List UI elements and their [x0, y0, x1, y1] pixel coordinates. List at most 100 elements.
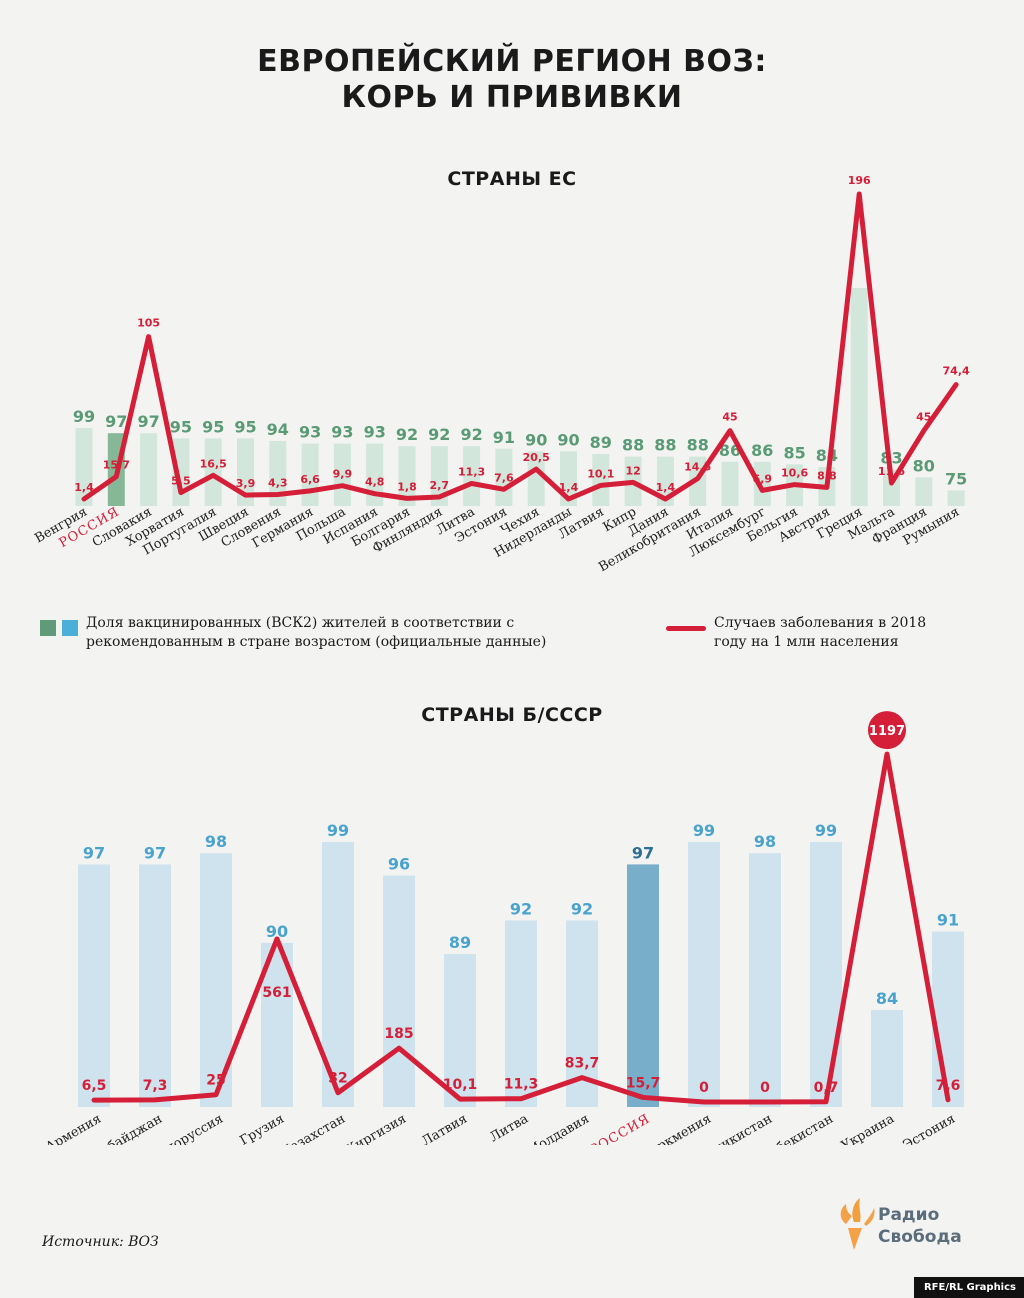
- eu-bar: [527, 451, 545, 506]
- eu-cases-label: 105: [137, 317, 160, 330]
- ussr-cases-label: 10,1: [443, 1077, 478, 1093]
- eu-bar: [592, 454, 610, 506]
- ussr-bar: [749, 853, 781, 1107]
- eu-bar-value-label: 95: [234, 417, 256, 436]
- legend-swatch-russia: [40, 620, 56, 636]
- ussr-bar-value-label: 97: [83, 843, 105, 862]
- eu-bar-value-label: 89: [590, 433, 612, 452]
- eu-bar-value-label: 88: [687, 436, 709, 455]
- eu-cases-label: 8,8: [817, 469, 837, 482]
- eu-bar-value-label: 97: [137, 412, 159, 431]
- eu-bar-value-label: 88: [622, 436, 644, 455]
- eu-cases-label: 1,4: [656, 481, 676, 494]
- eu-cases-label: 3,9: [236, 477, 256, 490]
- legend-line-swatch: [666, 626, 706, 631]
- ussr-category-label: Казахстан: [279, 1111, 348, 1145]
- legend-swatch-bars: [62, 620, 78, 636]
- eu-bar: [947, 490, 965, 506]
- eu-bar-value-label: 84: [816, 446, 838, 465]
- eu-cases-label: 5,5: [171, 475, 191, 488]
- title-line-1: ЕВРОПЕЙСКИЙ РЕГИОН ВОЗ:: [257, 44, 767, 79]
- eu-bar: [204, 438, 222, 506]
- ussr-bar-value-label: 98: [205, 832, 227, 851]
- ussr-bar-value-label: 97: [144, 843, 166, 862]
- ussr-bar: [78, 864, 110, 1107]
- eu-cases-label: 45: [722, 411, 737, 424]
- eu-cases-label: 15,7: [103, 459, 130, 472]
- eu-cases-label: 1,4: [74, 481, 94, 494]
- eu-bar-value-label: 92: [460, 425, 482, 444]
- eu-bar-value-label: 75: [945, 469, 967, 488]
- eu-bar: [850, 288, 868, 506]
- eu-bar: [495, 448, 513, 506]
- eu-bar-value-label: 97: [105, 412, 127, 431]
- legend-bars-text: Доля вакцинированных (ВСК2) жителей в со…: [86, 615, 547, 650]
- ussr-category-label: Грузия: [237, 1111, 287, 1145]
- ussr-category-label: Армения: [43, 1111, 104, 1145]
- eu-cases-label: 74,4: [943, 365, 970, 378]
- eu-bar-value-label: 93: [364, 423, 386, 442]
- ussr-cases-label: 15,7: [626, 1075, 661, 1091]
- logo-text-line2: Свобода: [878, 1227, 962, 1247]
- eu-bar-value-label: 92: [396, 425, 418, 444]
- eu-bar-value-label: 80: [913, 456, 935, 475]
- ussr-cases-label: 561: [262, 985, 291, 1001]
- ussr-bar: [139, 864, 171, 1107]
- ussr-cases-label: 0: [760, 1080, 770, 1096]
- ussr-bar-value-label: 99: [693, 821, 715, 840]
- eu-cases-label: 2,7: [430, 479, 450, 492]
- eu-cases-label: 196: [848, 174, 871, 187]
- eu-bar: [915, 477, 933, 506]
- ussr-bar: [688, 842, 720, 1107]
- ussr-bar-value-label: 84: [876, 989, 898, 1008]
- eu-cases-label: 14,5: [684, 460, 711, 473]
- eu-cases-label: 10,6: [781, 467, 808, 480]
- eu-cases-label: 45: [916, 411, 931, 424]
- eu-bar-value-label: 85: [783, 443, 805, 462]
- eu-bar-value-label: 99: [73, 407, 95, 426]
- ussr-cases-label: 11,3: [504, 1077, 539, 1093]
- ussr-bar: [383, 875, 415, 1107]
- source-note: Источник: ВОЗ: [42, 1234, 159, 1250]
- eu-bar: [430, 446, 448, 506]
- eu-cases-line: [81, 191, 959, 502]
- ussr-cases-label: 6,5: [82, 1078, 107, 1094]
- logo-text-line1: Радио: [878, 1205, 940, 1225]
- eu-bar-value-label: 94: [267, 420, 289, 439]
- eu-cases-label: 4,3: [268, 476, 288, 489]
- eu-bar-value-label: 90: [525, 430, 547, 449]
- ussr-bar: [505, 920, 537, 1107]
- ussr-bar-value-label: 99: [327, 821, 349, 840]
- eu-bar: [140, 433, 158, 506]
- ussr-bar: [871, 1010, 903, 1107]
- eu-cases-label: 1,4: [559, 481, 579, 494]
- eu-chart: 99Венгрия97РОССИЯ97Словакия95Хорватия95П…: [32, 174, 970, 575]
- eu-bar-value-label: 86: [751, 441, 773, 460]
- eu-cases-label: 12: [625, 464, 640, 477]
- ussr-bar-value-label: 90: [266, 922, 288, 941]
- ussr-bar: [810, 842, 842, 1107]
- eu-bar: [269, 441, 287, 506]
- ussr-category-label: Киргизия: [344, 1111, 409, 1145]
- ussr-chart-title: СТРАНЫ Б/СССР: [421, 704, 603, 726]
- eu-bar: [398, 446, 416, 506]
- eu-bar-value-label: 91: [493, 428, 515, 447]
- ussr-peak-marker: [868, 711, 906, 750]
- eu-bar-value-label: 95: [170, 417, 192, 436]
- ussr-bar-value-label: 91: [937, 911, 959, 930]
- eu-cases-label: 20,5: [523, 451, 550, 464]
- ussr-cases-label: 1197: [869, 724, 905, 739]
- eu-bar: [75, 428, 93, 506]
- ussr-category-label: Украина: [839, 1111, 898, 1145]
- eu-cases-label: 10,1: [587, 467, 614, 480]
- ussr-chart: 97Армения97Азербайджан98Белоруссия90Груз…: [43, 711, 964, 1145]
- ussr-category-label: Латвия: [419, 1111, 470, 1145]
- ussr-category-label: Литва: [487, 1111, 531, 1145]
- eu-cases-label: 7,6: [494, 471, 514, 484]
- title-line-2: КОРЬ И ПРИВИВКИ: [341, 80, 683, 115]
- eu-bar-value-label: 88: [654, 436, 676, 455]
- ussr-category-label: РОССИЯ: [587, 1111, 653, 1145]
- eu-cases-label: 4,8: [365, 476, 385, 489]
- eu-bar: [333, 443, 351, 506]
- eu-bar-value-label: 93: [299, 423, 321, 442]
